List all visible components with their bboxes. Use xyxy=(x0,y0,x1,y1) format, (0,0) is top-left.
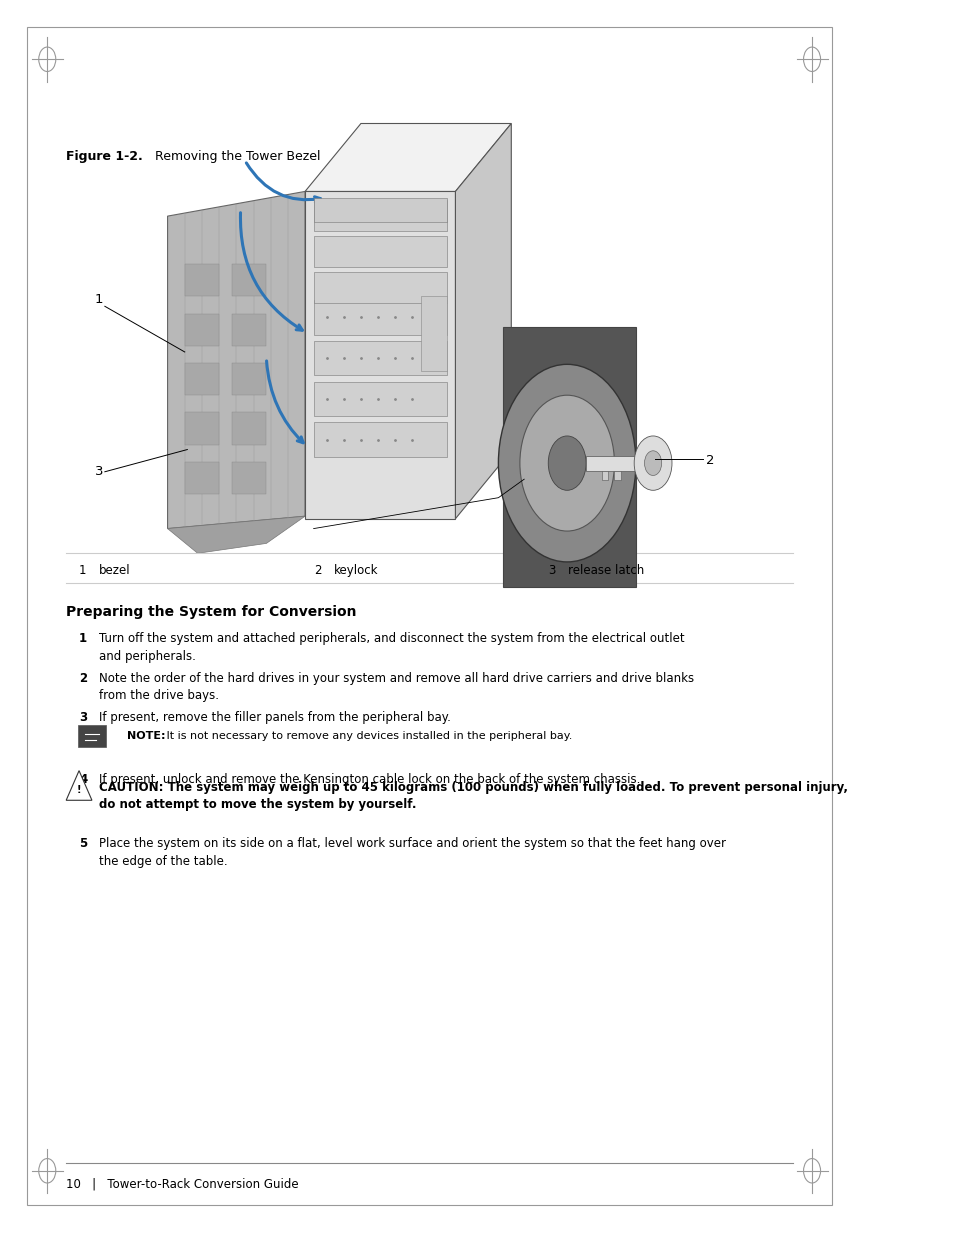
Text: CAUTION: The system may weigh up to 45 kilograms (100 pounds) when fully loaded.: CAUTION: The system may weigh up to 45 k… xyxy=(99,781,847,811)
Text: 1: 1 xyxy=(79,564,87,577)
Bar xyxy=(502,327,636,587)
Text: 2: 2 xyxy=(314,564,321,577)
Bar xyxy=(614,471,620,480)
Bar xyxy=(314,236,446,267)
Text: 5: 5 xyxy=(79,837,88,851)
Text: keylock: keylock xyxy=(333,564,377,577)
Bar xyxy=(585,456,641,471)
Text: It is not necessary to remove any devices installed in the peripheral bay.: It is not necessary to remove any device… xyxy=(163,731,572,741)
Bar xyxy=(185,462,219,494)
Text: If present, unlock and remove the Kensington cable lock on the back of the syste: If present, unlock and remove the Kensin… xyxy=(99,773,639,787)
Text: Figure 1-2.: Figure 1-2. xyxy=(66,149,143,163)
Bar xyxy=(232,363,266,395)
Text: !: ! xyxy=(77,785,81,795)
Text: Turn off the system and attached peripherals, and disconnect the system from the: Turn off the system and attached periphe… xyxy=(99,632,683,663)
Text: If present, remove the filler panels from the peripheral bay.: If present, remove the filler panels fro… xyxy=(99,711,450,725)
Bar xyxy=(305,191,455,519)
Bar xyxy=(232,462,266,494)
Text: NOTE:: NOTE: xyxy=(127,731,166,741)
Circle shape xyxy=(497,364,636,562)
Bar xyxy=(314,272,446,303)
FancyBboxPatch shape xyxy=(78,725,106,747)
Text: 4: 4 xyxy=(79,773,88,787)
Text: 2: 2 xyxy=(705,454,714,467)
Bar xyxy=(185,314,219,346)
Bar xyxy=(185,363,219,395)
Bar xyxy=(314,341,446,375)
Bar xyxy=(314,422,446,457)
Polygon shape xyxy=(168,516,305,553)
Text: 3: 3 xyxy=(548,564,555,577)
Text: 3: 3 xyxy=(79,711,87,725)
Circle shape xyxy=(519,395,614,531)
Text: 2: 2 xyxy=(79,672,87,685)
Bar xyxy=(314,200,446,231)
Polygon shape xyxy=(305,124,511,191)
Text: Place the system on its side on a flat, level work surface and orient the system: Place the system on its side on a flat, … xyxy=(99,837,725,868)
Text: 10   |   Tower-to-Rack Conversion Guide: 10 | Tower-to-Rack Conversion Guide xyxy=(66,1177,298,1191)
Bar xyxy=(232,264,266,296)
Polygon shape xyxy=(168,191,305,529)
Text: bezel: bezel xyxy=(99,564,131,577)
Circle shape xyxy=(644,451,661,475)
Bar xyxy=(601,471,608,480)
Bar xyxy=(232,412,266,445)
Bar xyxy=(185,412,219,445)
Text: 3: 3 xyxy=(94,466,103,478)
Text: 1: 1 xyxy=(79,632,87,646)
Text: Note the order of the hard drives in your system and remove all hard drive carri: Note the order of the hard drives in you… xyxy=(99,672,693,703)
Polygon shape xyxy=(455,124,511,519)
Bar xyxy=(232,314,266,346)
Text: release latch: release latch xyxy=(567,564,643,577)
Bar xyxy=(314,198,446,222)
Text: Removing the Tower Bezel: Removing the Tower Bezel xyxy=(139,149,320,163)
Bar xyxy=(314,382,446,416)
Polygon shape xyxy=(66,771,91,800)
Circle shape xyxy=(548,436,585,490)
Bar xyxy=(185,264,219,296)
Bar xyxy=(420,296,446,370)
Text: Preparing the System for Conversion: Preparing the System for Conversion xyxy=(66,605,356,619)
Text: 1: 1 xyxy=(94,293,103,305)
Bar xyxy=(314,300,446,335)
Circle shape xyxy=(634,436,671,490)
